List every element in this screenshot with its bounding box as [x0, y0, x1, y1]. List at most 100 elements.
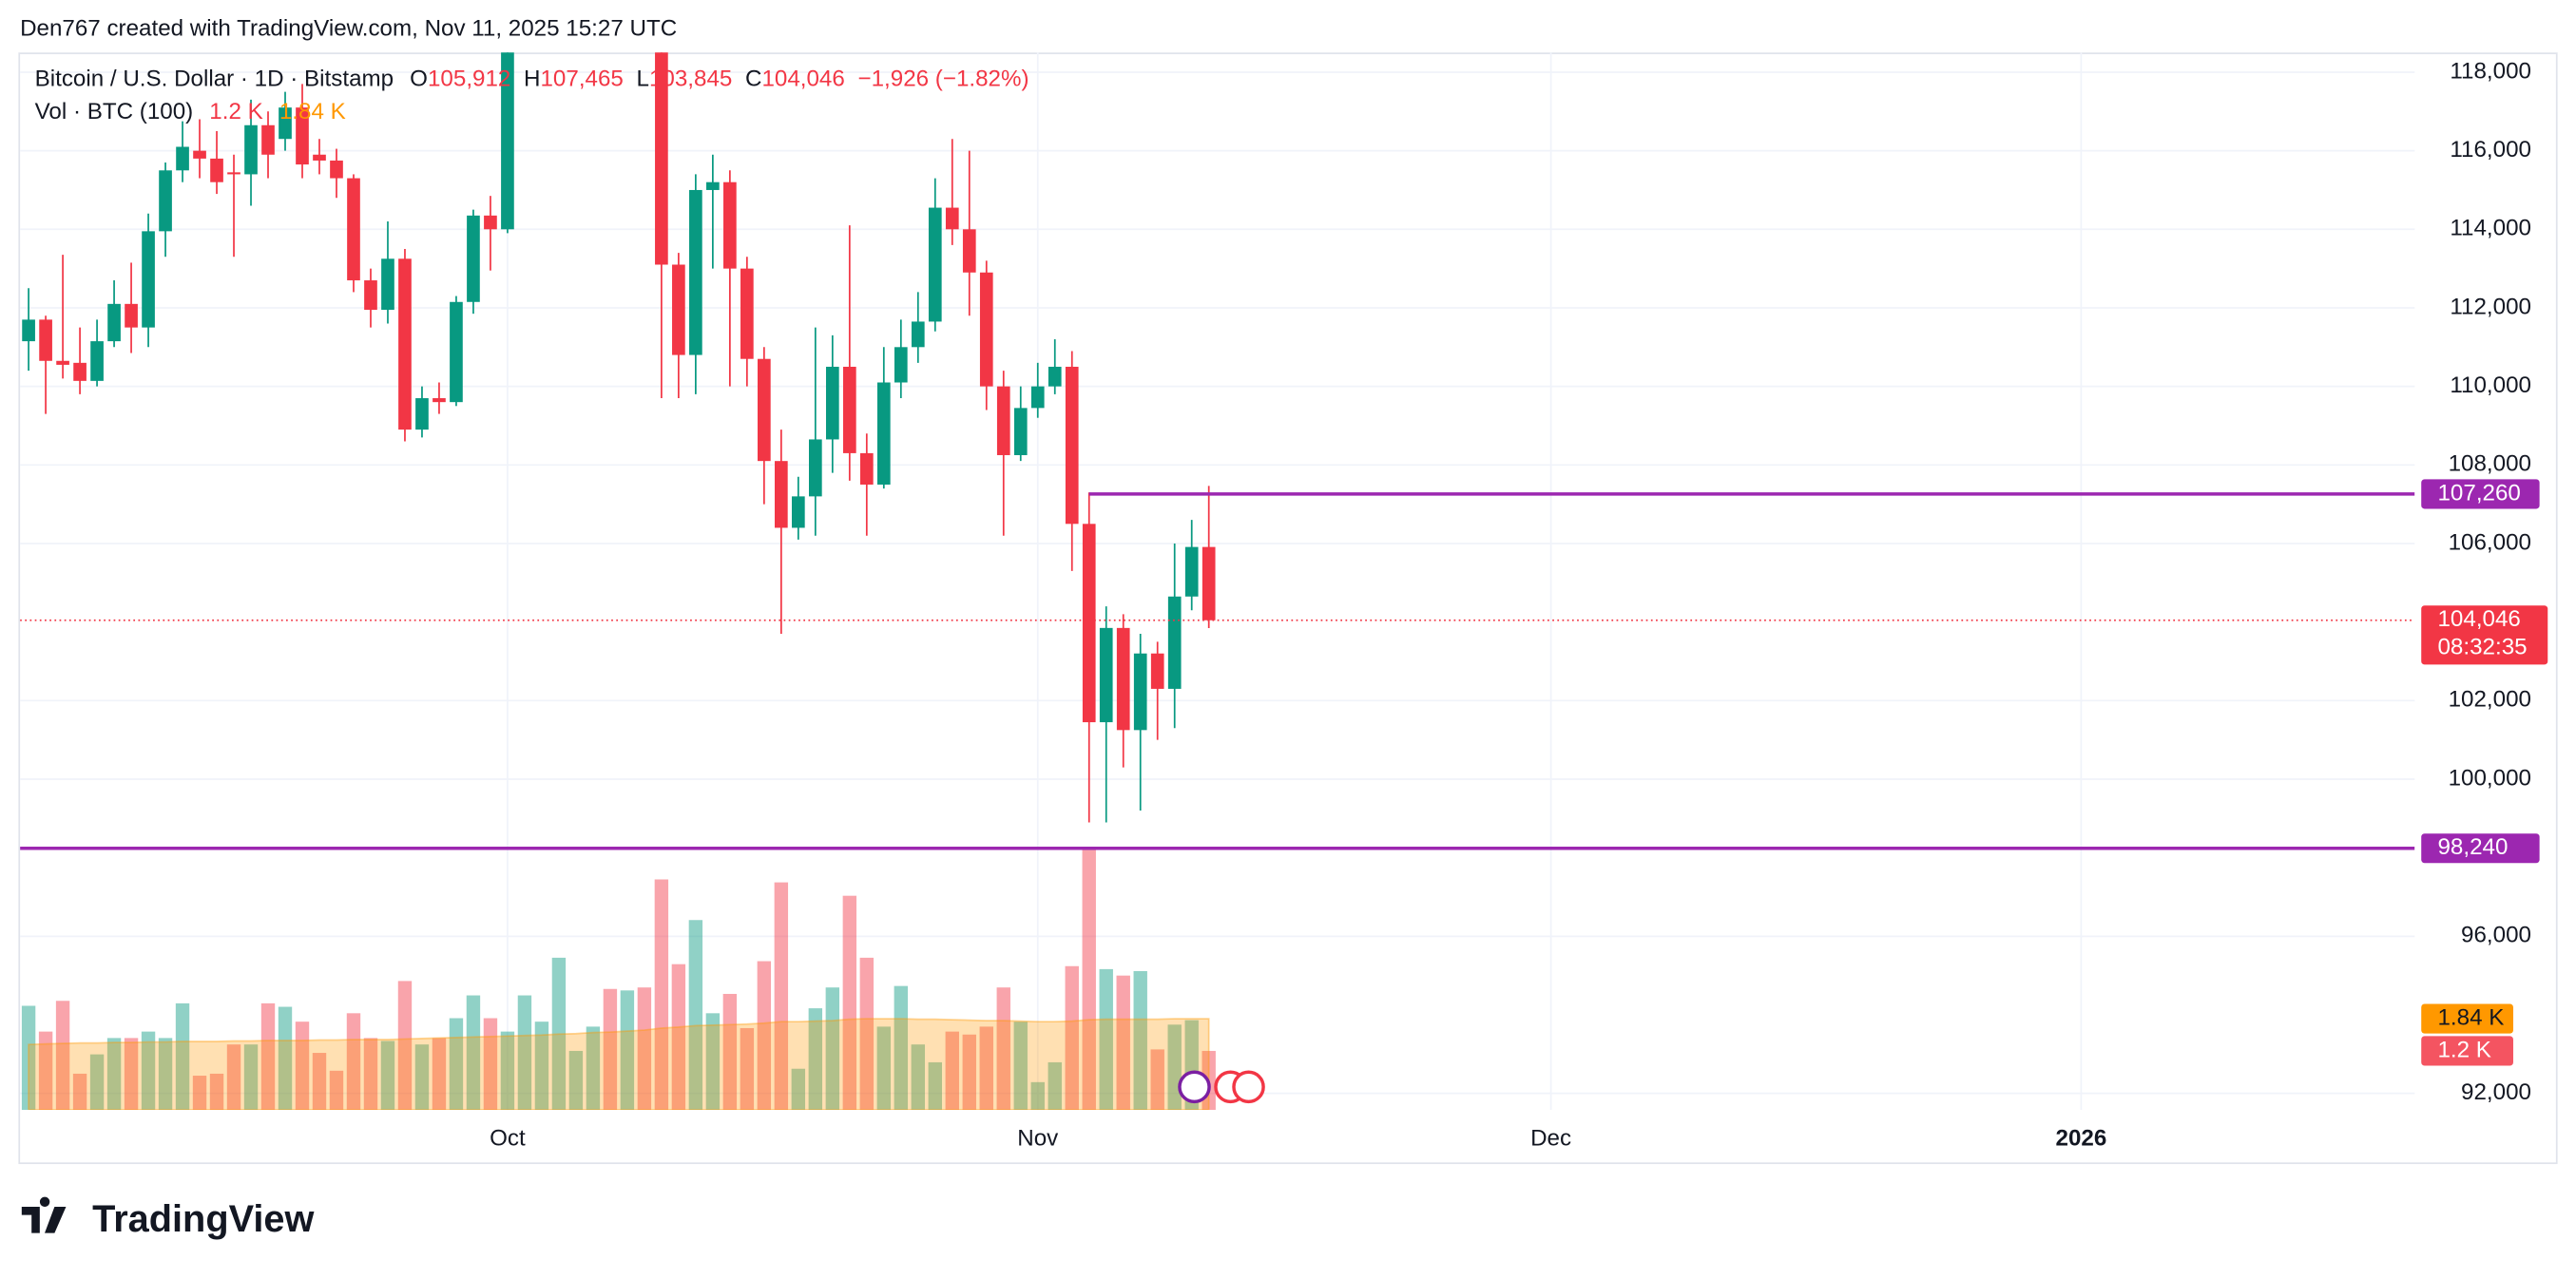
volume-bar: [1150, 1049, 1164, 1111]
last-price-label: 104,046: [2437, 606, 2520, 632]
volume-bar: [414, 1044, 430, 1111]
candle-body: [484, 215, 497, 230]
y-tick-label: 114,000: [2450, 216, 2531, 241]
volume-bar: [722, 993, 738, 1111]
candle-body: [296, 107, 309, 165]
volume-bar: [106, 1038, 122, 1111]
candle-body: [210, 158, 223, 182]
volume-bar: [791, 1068, 806, 1111]
volume-bar: [175, 1002, 190, 1111]
volume-bar: [894, 985, 909, 1111]
level-tag-label: 98,240: [2437, 834, 2508, 860]
candle-body: [107, 303, 121, 342]
volume-bar: [979, 1026, 993, 1111]
volume-bar: [671, 964, 686, 1111]
volume-bar: [603, 988, 618, 1111]
legend-value: 107,465: [540, 67, 623, 92]
level-tag: [2421, 833, 2540, 864]
volume-bar: [55, 1001, 70, 1111]
candle-body: [433, 398, 446, 403]
volume-bar: [158, 1038, 173, 1111]
chart-title: Bitcoin / U.S. Dollar · 1D · Bitstamp: [35, 67, 394, 92]
volume-bar: [945, 1031, 959, 1111]
volume-bar: [329, 1070, 344, 1111]
y-tick-label: 102,000: [2449, 687, 2531, 713]
volume-bar: [209, 1073, 224, 1111]
volume-bar: [1099, 968, 1113, 1111]
candle-body: [842, 366, 856, 453]
volume-bar: [911, 1044, 925, 1111]
volume-bar: [141, 1031, 156, 1111]
candle-body: [415, 398, 429, 430]
candle-body: [398, 258, 412, 430]
candle-body: [723, 181, 737, 269]
candle-body: [244, 124, 258, 175]
volume-bar: [928, 1061, 942, 1111]
attribution: Den767 created with TradingView.com, Nov…: [20, 15, 677, 41]
volume-bar: [466, 995, 481, 1111]
candle-body: [894, 347, 908, 383]
candle-body: [313, 154, 326, 161]
candle-body: [876, 382, 891, 485]
volume-bar: [72, 1073, 87, 1111]
candle-body: [193, 150, 206, 159]
volume-bar: [243, 1044, 259, 1111]
candle-body: [73, 362, 87, 381]
volume-bar: [38, 1031, 53, 1111]
volume-bar: [808, 1008, 823, 1111]
countdown-label: 08:32:35: [2437, 635, 2527, 660]
level-tag-label: 107,260: [2437, 480, 2520, 506]
volume-bar: [449, 1018, 464, 1111]
candle-body: [39, 319, 52, 361]
candle-body: [706, 181, 720, 190]
legend-label: C: [745, 67, 761, 92]
candle-body: [227, 172, 240, 175]
y-tick-label: 108,000: [2449, 451, 2531, 477]
y-tick-label: 110,000: [2450, 372, 2531, 398]
legend-label: O: [410, 67, 428, 92]
volume-title: Vol · BTC (100): [35, 100, 194, 125]
candle-body: [1201, 546, 1216, 620]
volume-bar: [688, 920, 703, 1111]
volume-tag-label: 1.84 K: [2437, 1004, 2504, 1030]
candle-body: [996, 386, 1010, 455]
candle-body: [672, 264, 685, 355]
candle-body: [1150, 653, 1164, 689]
candle-body: [1133, 653, 1147, 731]
x-tick-label: 2026: [2056, 1126, 2107, 1152]
last-price-tag: [2421, 605, 2548, 665]
candle-body: [825, 366, 839, 440]
candle-body: [740, 268, 754, 359]
volume-bar: [1048, 1061, 1062, 1111]
candle-body: [364, 280, 377, 311]
event-icons: [1178, 1070, 1265, 1104]
x-tick-label: Dec: [1530, 1126, 1571, 1152]
volume-bar: [654, 879, 669, 1111]
candle-body: [808, 439, 822, 497]
candle-body: [655, 52, 668, 265]
volume-bar: [363, 1038, 378, 1111]
volume-bar: [1030, 1081, 1045, 1111]
volume-bar: [705, 1013, 721, 1111]
volume-value: 1.2 K: [209, 100, 262, 125]
volume-bar: [312, 1053, 327, 1111]
candle-body: [450, 301, 463, 403]
candle-body: [1013, 408, 1028, 455]
volume-bar: [1167, 1024, 1182, 1111]
volume-ma-area: [28, 1018, 1210, 1111]
candle-body: [1099, 627, 1113, 723]
event-icon: [1178, 1070, 1211, 1104]
candle-body: [1030, 386, 1045, 409]
candle-body: [928, 207, 942, 322]
y-tick-label: 118,000: [2450, 58, 2531, 84]
y-tick-label: 100,000: [2449, 765, 2531, 791]
legend-label: H: [524, 67, 540, 92]
logo-text: TradingView: [92, 1198, 314, 1240]
symbol-legend: Bitcoin / U.S. Dollar · 1D · Bitstamp O 1…: [35, 67, 1029, 92]
volume-bar: [397, 981, 413, 1111]
volume-bar: [517, 995, 532, 1111]
candle-body: [90, 341, 104, 381]
y-tick-label: 106,000: [2449, 529, 2531, 555]
volume-bar: [1082, 848, 1096, 1111]
